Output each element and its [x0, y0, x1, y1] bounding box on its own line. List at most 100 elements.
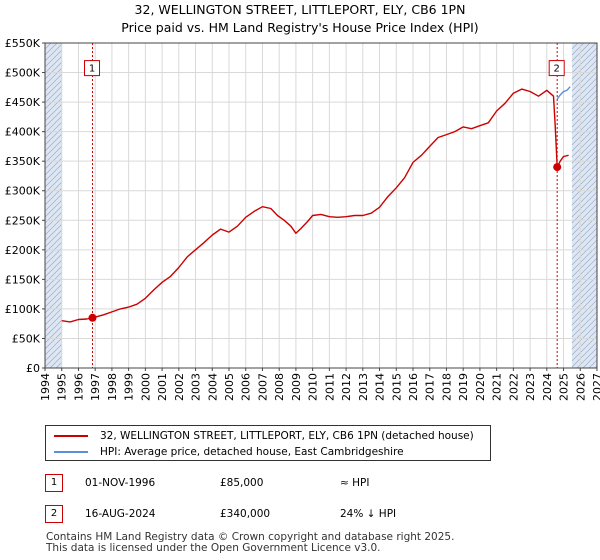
x-tick-label: 2003: [190, 373, 203, 401]
plot-area: [45, 43, 597, 368]
post-data-hatch: [571, 293, 598, 320]
hpi-line: [556, 86, 571, 100]
pre-data-hatch: [44, 290, 62, 308]
post-data-hatch: [571, 113, 598, 140]
pre-data-hatch: [44, 218, 62, 236]
post-data-hatch: [571, 107, 598, 134]
pre-data-hatch: [44, 134, 62, 152]
x-tick-label: 1994: [39, 373, 52, 401]
pre-data-hatch: [44, 68, 62, 86]
footer-copyright: Contains HM Land Registry data © Crown c…: [46, 531, 455, 543]
pre-data-hatch: [44, 50, 62, 68]
pre-data-hatch: [44, 42, 58, 56]
post-data-hatch: [571, 53, 598, 80]
post-data-hatch: [571, 203, 598, 230]
pre-data-hatch: [44, 224, 62, 242]
post-data-hatch: [571, 167, 598, 194]
property-price-line: [61, 88, 569, 323]
legend-item-hpi: HPI: Average price, detached house, East…: [54, 445, 404, 459]
post-data-hatch: [571, 233, 598, 260]
post-data-hatch: [571, 197, 598, 224]
post-data-hatch: [571, 83, 598, 110]
x-tick-label: 2021: [491, 373, 504, 401]
sale-marker-badge: [84, 60, 101, 77]
post-data-hatch: [571, 125, 598, 152]
post-data-shade: [571, 43, 597, 368]
pre-data-hatch: [55, 362, 62, 369]
y-tick-label: £0: [26, 362, 40, 375]
post-data-hatch: [571, 191, 598, 218]
x-tick-label: 2004: [206, 373, 219, 401]
post-data-hatch: [571, 42, 585, 56]
pre-data-hatch: [44, 140, 62, 158]
pre-data-hatch: [44, 152, 62, 170]
x-tick-label: 2011: [323, 373, 336, 401]
pre-data-hatch: [44, 116, 62, 134]
post-data-hatch: [571, 95, 598, 122]
pre-data-hatch: [44, 284, 62, 302]
pre-data-hatch: [44, 332, 62, 350]
x-tick-label: 2012: [340, 373, 353, 401]
sale-point: [553, 163, 562, 172]
post-data-hatch: [571, 131, 598, 158]
pre-data-hatch: [44, 254, 62, 272]
sale-price: £85,000: [220, 477, 264, 489]
pre-data-hatch: [44, 110, 62, 128]
post-data-hatch: [571, 263, 598, 290]
post-data-hatch: [571, 221, 598, 248]
x-tick-label: 2009: [290, 373, 303, 401]
post-data-hatch: [571, 185, 598, 212]
chart-title: 32, WELLINGTON STREET, LITTLEPORT, ELY, …: [134, 2, 466, 17]
pre-data-hatch: [44, 302, 62, 320]
y-tick-label: £300K: [5, 185, 41, 198]
sale-date: 01-NOV-1996: [85, 477, 156, 489]
sale-hpi-comparison: 24% ↓ HPI: [340, 508, 397, 520]
pre-data-hatch: [49, 356, 62, 369]
legend-label-property: 32, WELLINGTON STREET, LITTLEPORT, ELY, …: [100, 430, 474, 442]
x-tick-label: 2017: [424, 373, 437, 401]
y-tick-label: £150K: [5, 273, 41, 286]
post-data-hatch: [571, 155, 598, 182]
pre-data-hatch: [44, 104, 62, 122]
sale-marker-badge: [548, 60, 565, 77]
post-data-hatch: [571, 42, 579, 50]
post-data-hatch: [571, 47, 598, 74]
post-data-hatch: [571, 143, 598, 170]
pre-data-hatch: [44, 128, 62, 146]
x-tick-label: 2010: [307, 373, 320, 401]
post-data-hatch: [571, 323, 598, 350]
post-data-hatch: [571, 209, 598, 236]
post-data-hatch: [571, 257, 598, 284]
x-tick-label: 2015: [390, 373, 403, 401]
y-tick-label: £500K: [5, 67, 41, 80]
sale-date: 16-AUG-2024: [85, 508, 156, 520]
pre-data-hatch: [44, 314, 62, 332]
sale-marker-label: 2: [554, 64, 560, 75]
pre-data-hatch: [44, 92, 62, 110]
post-data-hatch: [571, 299, 598, 326]
post-data-hatch: [571, 149, 598, 176]
pre-data-hatch: [44, 98, 62, 116]
pre-data-hatch: [44, 164, 62, 182]
post-data-hatch: [571, 179, 598, 206]
legend-label-hpi: HPI: Average price, detached house, East…: [100, 446, 404, 458]
post-data-hatch: [588, 359, 598, 369]
pre-data-hatch: [44, 230, 62, 248]
sale-price: £340,000: [220, 508, 271, 520]
y-tick-label: £350K: [5, 155, 41, 168]
footer-licence: This data is licensed under the Open Gov…: [46, 542, 381, 554]
x-tick-label: 1998: [106, 373, 119, 401]
pre-data-hatch: [44, 278, 62, 296]
y-tick-label: £550K: [5, 37, 41, 50]
chart-subtitle: Price paid vs. HM Land Registry's House …: [121, 20, 479, 35]
x-tick-label: 2000: [139, 373, 152, 401]
post-data-hatch: [571, 173, 598, 200]
post-data-hatch: [571, 65, 598, 92]
post-data-hatch: [582, 353, 598, 369]
x-tick-label: 2018: [440, 373, 453, 401]
x-tick-label: 1999: [123, 373, 136, 401]
pre-data-hatch: [44, 62, 62, 80]
post-data-hatch: [571, 305, 598, 332]
post-data-hatch: [571, 251, 598, 278]
pre-data-hatch: [44, 42, 52, 50]
